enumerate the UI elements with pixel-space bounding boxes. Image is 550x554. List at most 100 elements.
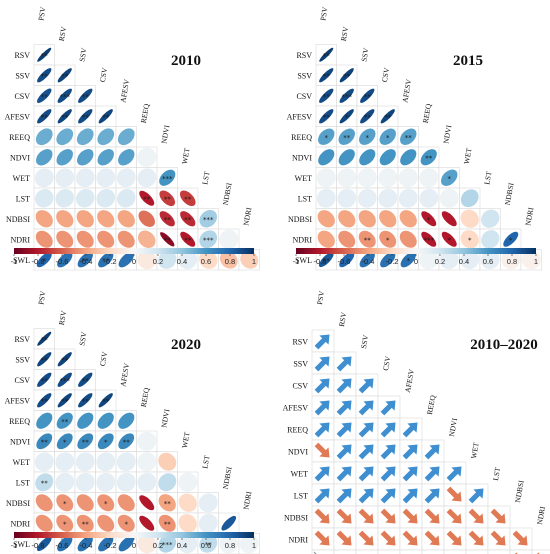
column-label: PSV <box>318 6 329 22</box>
row-label: NDRI <box>292 235 312 244</box>
corr-ellipse <box>357 188 377 208</box>
arrow-up-icon <box>380 444 396 460</box>
row-label: RSV <box>14 51 30 60</box>
colorbar-tick-label: 0.6 <box>201 257 211 266</box>
corr-ellipse <box>359 128 376 145</box>
significance-mark: ** <box>343 72 351 80</box>
corr-ellipse <box>37 68 52 83</box>
corr-ellipse <box>57 352 72 367</box>
significance-mark: * <box>43 257 47 265</box>
corr-ellipse <box>158 452 177 471</box>
row-label: SWL <box>13 256 30 265</box>
column-label: REEQ <box>139 102 151 123</box>
corr-ellipse <box>319 109 334 124</box>
colorbar-tick-label: -0.6 <box>56 257 69 266</box>
grid-cell <box>333 549 357 554</box>
corr-ellipse <box>378 168 398 188</box>
corr-ellipse <box>36 433 53 450</box>
column-label: RSV <box>57 309 68 326</box>
colorbar-tick-label: -0.4 <box>80 257 93 266</box>
column-label: NDVI <box>441 124 453 145</box>
row-label: REEQ <box>291 133 312 142</box>
corr-ellipse <box>158 534 177 553</box>
row-label: REEQ <box>287 425 308 434</box>
grid-cell <box>487 549 511 554</box>
corr-ellipse <box>338 128 355 145</box>
row-label: SSV <box>15 355 30 364</box>
corr-ellipse <box>400 252 416 268</box>
significance-mark: *** <box>162 175 173 183</box>
corr-ellipse <box>178 514 197 533</box>
corr-ellipse <box>419 168 439 188</box>
column-label: CSV <box>98 350 109 367</box>
corr-ellipse <box>36 252 52 268</box>
row-label: SSV <box>293 359 308 368</box>
arrow-up-icon <box>380 422 396 438</box>
corr-ellipse <box>55 188 75 208</box>
row-label: REEQ <box>9 133 30 142</box>
colorbar-tick-label: 0 <box>414 257 418 266</box>
corr-ellipse <box>77 412 94 429</box>
corr-ellipse <box>158 473 177 492</box>
significance-mark: * <box>104 438 108 446</box>
column-label: LST <box>200 454 211 469</box>
corr-ellipse <box>318 149 335 166</box>
column-label: RSV <box>339 25 350 42</box>
column-label: CSV <box>381 355 392 372</box>
corr-ellipse <box>96 452 116 472</box>
corr-ellipse <box>36 149 53 166</box>
row-label: SSV <box>15 71 30 80</box>
corr-ellipse <box>178 534 198 554</box>
significance-mark: *** <box>60 93 71 101</box>
significance-mark: * <box>325 134 329 142</box>
corr-ellipse <box>56 412 73 429</box>
corr-ellipse <box>339 109 354 124</box>
corr-ellipse <box>359 149 376 166</box>
corr-ellipse <box>358 210 376 228</box>
column-label: NDRI <box>241 490 253 510</box>
corr-ellipse <box>116 472 136 492</box>
row-label: LST <box>294 491 308 500</box>
arrow-up-icon <box>358 422 374 438</box>
corr-ellipse <box>57 393 72 408</box>
corr-ellipse <box>97 230 115 248</box>
row-label: AFESV <box>5 396 31 405</box>
arrow-down-icon <box>336 508 352 524</box>
significance-mark: ** <box>364 236 372 244</box>
corr-ellipse <box>118 412 135 429</box>
corr-ellipse <box>56 514 74 532</box>
corr-ellipse <box>158 514 176 532</box>
arrow-down-icon <box>314 508 330 524</box>
arrow-down-icon <box>402 530 418 546</box>
row-label: WET <box>295 174 312 183</box>
corr-ellipse <box>439 250 459 270</box>
corr-ellipse <box>460 209 479 228</box>
significance-mark: ** <box>425 154 433 162</box>
significance-mark: ** <box>82 520 90 528</box>
column-label: WET <box>180 147 192 165</box>
corr-ellipse <box>75 168 95 188</box>
corr-ellipse <box>97 412 114 429</box>
corr-ellipse <box>137 472 157 492</box>
significance-mark: ** <box>82 113 90 121</box>
corr-ellipse <box>78 393 93 408</box>
corr-ellipse <box>199 250 218 269</box>
corr-ellipse <box>37 47 52 62</box>
significance-mark: ** <box>323 113 331 121</box>
colorbar-tick-label: 0.4 <box>459 257 469 266</box>
corr-ellipse <box>78 372 93 387</box>
corr-ellipse <box>37 331 52 346</box>
corr-ellipse <box>57 372 72 387</box>
corr-ellipse <box>34 188 54 208</box>
corr-ellipse <box>78 88 93 103</box>
corr-ellipse <box>441 169 458 186</box>
corr-ellipse <box>118 433 135 450</box>
colorbar-tick-label: 0.2 <box>153 257 163 266</box>
arrow-up-icon <box>402 444 418 460</box>
corr-ellipse <box>57 252 73 268</box>
significance-mark: ** <box>123 438 131 446</box>
corr-ellipse <box>77 536 93 552</box>
corr-ellipse <box>116 188 136 208</box>
panel-4: 2010–2020 PSV RSV RSV SSV SSV CSV CSV AFESV AFESV… <box>283 290 550 554</box>
